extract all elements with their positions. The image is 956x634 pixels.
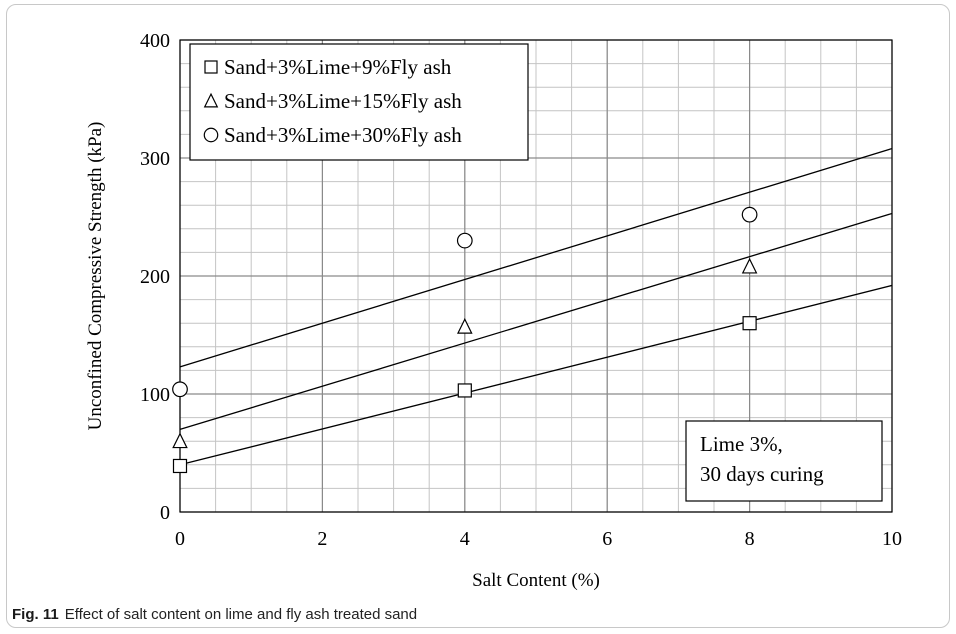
legend-marker-triangle [203, 92, 219, 108]
legend-box [189, 43, 529, 161]
y-tick-label: 400 [140, 30, 170, 52]
y-axis-ticks: 0 100 200 300 400 [140, 30, 170, 524]
legend: Sand+3%Lime+9%Fly ash Sand+3%Lime+15%Fly … [189, 43, 529, 161]
data-point-triangle [172, 432, 188, 449]
y-tick-label: 300 [140, 148, 170, 170]
x-tick-label: 10 [882, 528, 902, 550]
legend-label: Sand+3%Lime+15%Fly ash [224, 89, 462, 113]
legend-marker-circle [203, 127, 219, 143]
x-axis-label: Salt Content (%) [472, 570, 600, 591]
data-point-triangle [741, 257, 758, 274]
figure-caption-text: Effect of salt content on lime and fly a… [64, 606, 418, 623]
trendlines [179, 147, 893, 466]
x-axis-ticks: 0 2 4 6 8 10 [175, 528, 902, 550]
annotation-border [685, 420, 883, 502]
annotation-line: 30 days curing [700, 462, 824, 486]
legend-marker-square [204, 60, 218, 74]
x-tick-label: 8 [745, 528, 755, 550]
y-axis-label: Unconfined Compressive Strength (kPa) [85, 122, 106, 431]
x-tick-label: 4 [460, 528, 470, 550]
data-point-square [172, 458, 188, 474]
annotation-line: Lime 3%, [700, 432, 783, 456]
x-tick-label: 6 [602, 528, 612, 550]
data-point-square [457, 383, 472, 398]
y-tick-label: 0 [160, 502, 170, 524]
y-tick-label: 200 [140, 266, 170, 288]
data-point-circle [456, 232, 473, 249]
annotation-box: Lime 3%, 30 days curing [685, 420, 883, 502]
x-tick-label: 0 [175, 528, 185, 550]
data-point-circle [741, 206, 758, 223]
figure-caption-label: Fig. 11 [12, 606, 59, 623]
figure-caption: Fig. 11 Effect of salt content on lime an… [12, 606, 417, 623]
x-tick-label: 2 [317, 528, 327, 550]
legend-label: Sand+3%Lime+9%Fly ash [224, 55, 452, 79]
figure-frame [6, 4, 950, 628]
y-tick-label: 100 [140, 384, 170, 406]
trendline-circle [179, 147, 893, 368]
trendline-triangle [179, 212, 893, 431]
plot-area-border [179, 39, 893, 513]
data-point-circle [172, 381, 188, 398]
data-point-triangle [457, 317, 473, 334]
legend-label: Sand+3%Lime+30%Fly ash [224, 123, 462, 147]
data-point-square [742, 316, 757, 331]
trendline-square [179, 284, 893, 466]
data-markers [172, 206, 758, 474]
